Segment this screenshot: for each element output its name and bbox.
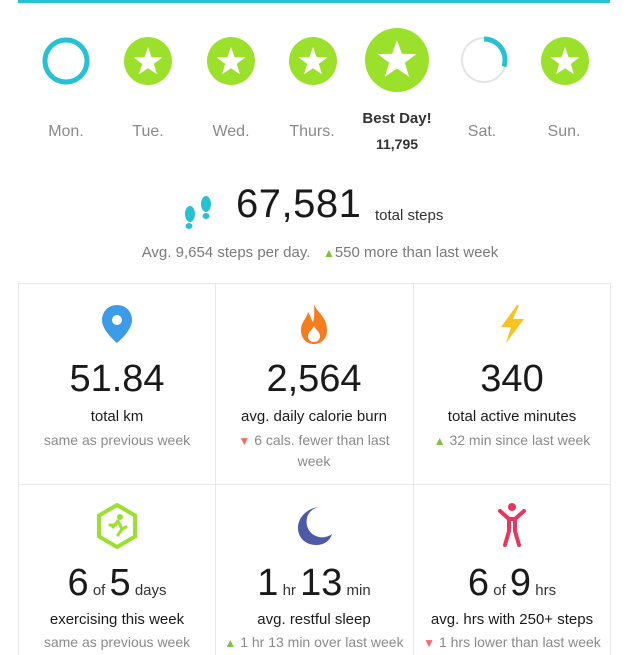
up-triangle-icon: ▲ xyxy=(224,636,237,650)
star-badge-icon xyxy=(124,37,172,85)
stat-comparison: same as previous week xyxy=(43,432,191,448)
stat-value: 6 of 9 hrs xyxy=(467,562,557,604)
stat-value: 1 hr 13 min xyxy=(257,562,371,604)
avg-steps-line: Avg. 9,654 steps per day. ▲550 more than… xyxy=(0,244,640,261)
total-steps-unit: total steps xyxy=(375,207,444,224)
grid-divider xyxy=(18,484,610,485)
grid-divider xyxy=(413,283,414,655)
stat-tile-hourly-steps[interactable]: 6 of 9 hrs avg. hrs with 250+ steps ▼ 1 … xyxy=(414,485,610,655)
up-triangle-icon: ▲ xyxy=(322,246,335,260)
lightning-bolt-icon xyxy=(501,305,524,343)
stat-tile-distance[interactable]: 51.84 total km same as previous week xyxy=(19,284,215,484)
star-badge-icon xyxy=(289,37,337,85)
footprints-icon xyxy=(185,196,211,229)
steps-delta-text: 550 more than last week xyxy=(334,244,499,261)
avg-steps-text: Avg. 9,654 steps per day. xyxy=(141,244,311,261)
stat-label: total km xyxy=(90,408,144,425)
stat-value: 51.84 xyxy=(69,358,165,400)
day-label: Thurs. xyxy=(289,123,335,140)
day-label: Wed. xyxy=(212,123,250,140)
stat-label: total active minutes xyxy=(447,408,577,425)
stat-label: avg. hrs with 250+ steps xyxy=(430,611,594,628)
day-label: Mon. xyxy=(48,123,84,140)
top-accent-bar xyxy=(18,0,610,3)
best-day-title: Best Day! xyxy=(362,110,432,127)
best-day-steps: 11,795 xyxy=(375,136,419,152)
stat-label: avg. restful sleep xyxy=(257,611,371,628)
down-triangle-icon: ▼ xyxy=(238,434,251,448)
exercise-hexagon-icon xyxy=(97,503,137,549)
day-label: Sat. xyxy=(467,123,497,140)
up-triangle-icon: ▲ xyxy=(433,434,446,448)
moon-icon xyxy=(298,507,332,545)
grid-divider xyxy=(215,283,216,655)
runner-figure-icon xyxy=(498,503,526,547)
star-badge-icon xyxy=(365,28,429,92)
stat-value: 340 xyxy=(480,358,544,400)
stat-comparison: ▲ 1 hr 13 min over last week xyxy=(224,634,404,650)
grid-divider xyxy=(18,283,610,284)
stat-comparison: same as previous week xyxy=(43,634,191,650)
flame-icon xyxy=(301,304,327,344)
stat-tile-exercise-days[interactable]: 6 of 5 days exercising this week same as… xyxy=(19,485,215,655)
stat-tile-active-minutes[interactable]: 340 total active minutes ▲ 32 min since … xyxy=(414,284,610,484)
ring-progress-icon xyxy=(42,37,90,85)
grid-divider xyxy=(610,283,611,655)
stat-comparison: ▲ 32 min since last week xyxy=(433,432,591,448)
total-steps-value: 67,581 xyxy=(236,182,362,226)
stat-value: 6 of 5 days xyxy=(67,562,167,604)
stat-label: exercising this week xyxy=(49,611,185,628)
stat-comparison: ▼ 6 cals. fewer than last week xyxy=(238,432,390,469)
stat-value: 2,564 xyxy=(266,358,362,400)
stat-comparison: ▼ 1 hrs lower than last week xyxy=(423,634,601,650)
stat-tile-calories[interactable]: 2,564 avg. daily calorie burn ▼ 6 cals. … xyxy=(216,284,412,484)
location-pin-icon xyxy=(102,305,132,343)
day-label: Sun. xyxy=(547,123,581,140)
star-badge-icon xyxy=(541,37,589,85)
stat-tile-sleep[interactable]: 1 hr 13 min avg. restful sleep ▲ 1 hr 13… xyxy=(216,485,412,655)
grid-divider xyxy=(18,283,19,655)
ring-progress-icon xyxy=(460,36,508,84)
stat-label: avg. daily calorie burn xyxy=(241,408,387,425)
day-label: Tue. xyxy=(132,123,164,140)
down-triangle-icon: ▼ xyxy=(423,636,436,650)
star-badge-icon xyxy=(207,37,255,85)
